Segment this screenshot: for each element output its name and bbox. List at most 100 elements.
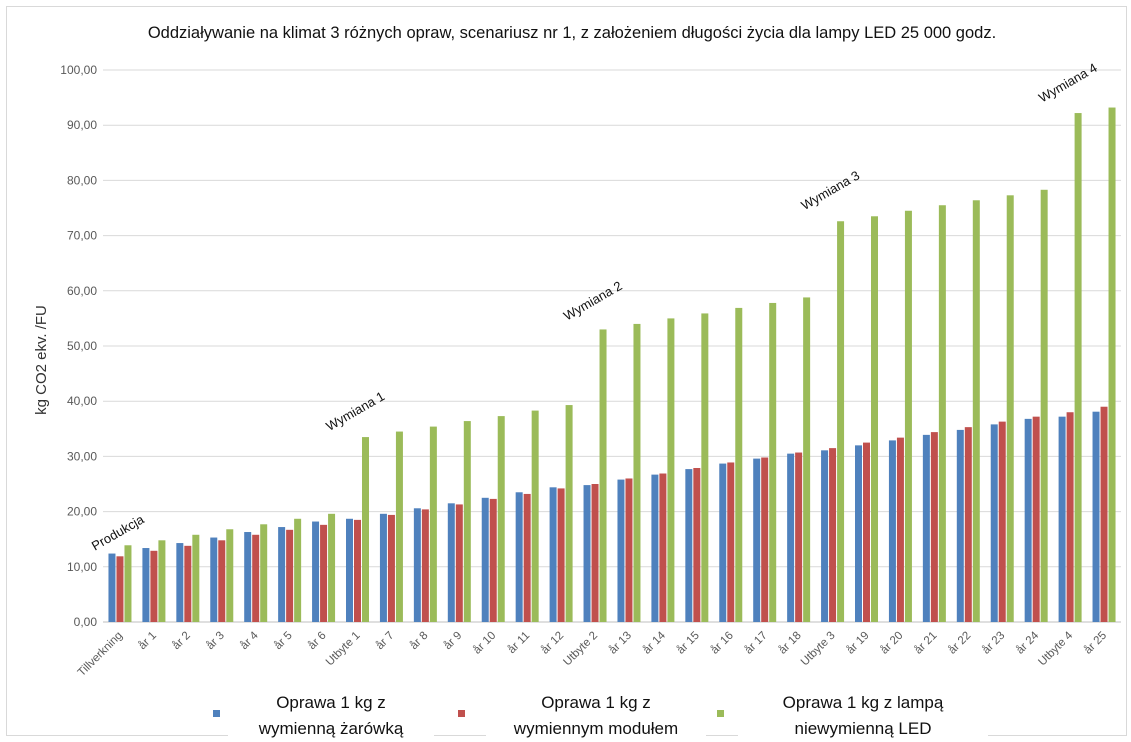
bar-series-1: [312, 521, 320, 622]
bar-series-2: [184, 545, 192, 622]
bar-series-2: [727, 462, 735, 622]
bar-series-2: [761, 457, 769, 622]
bar-series-2: [421, 509, 429, 622]
legend-label-1: Oprawa 1 kg z wymiennym modułem: [486, 690, 706, 742]
legend-label-2-line2: niewymienną LED: [794, 719, 932, 738]
bar-series-3: [192, 534, 200, 622]
x-tick-label: år 3: [204, 630, 227, 653]
bar-series-1: [413, 508, 421, 622]
bar-series-3: [701, 313, 709, 622]
bar-series-3: [362, 437, 369, 622]
bar-series-1: [583, 485, 591, 622]
bar-series-2: [286, 529, 294, 622]
gridlines: [103, 69, 1121, 623]
x-tick-label: Utbyte 4: [1036, 629, 1075, 668]
x-tick-label: år 8: [408, 630, 431, 653]
legend-marker-2: [458, 710, 465, 717]
bar-series-2: [523, 493, 531, 622]
bar-series-1: [278, 527, 286, 622]
bar-series-3: [1074, 113, 1082, 622]
bar-series-2: [320, 524, 328, 622]
bar-series-2: [896, 437, 904, 622]
bar-series-3: [429, 426, 437, 622]
y-tick-label: 80,00: [67, 173, 97, 187]
bar-series-2: [659, 473, 667, 622]
bar-series-1: [617, 479, 625, 622]
bar-series-1: [176, 543, 184, 622]
x-tick-label: år 21: [912, 630, 939, 657]
bar-series-1: [719, 463, 727, 622]
bar-series-1: [922, 434, 930, 622]
chart-title: Oddziaływanie na klimat 3 różnych opraw,…: [148, 24, 996, 42]
y-tick-label: 10,00: [67, 560, 97, 574]
bar-series-1: [685, 469, 693, 622]
x-tick-label: Utbyte 1: [324, 630, 363, 669]
x-tick-label: år 11: [506, 630, 532, 656]
y-tick-label: 50,00: [67, 339, 97, 353]
x-axis-ticks: Tillverkning år 1 år 2 år 3 år 4 år 5 år 6Utby…: [76, 629, 1109, 679]
bar-series-1: [1024, 418, 1032, 622]
bar-series-3: [938, 205, 946, 623]
bar-series-2: [354, 519, 361, 622]
x-tick-label: år 12: [539, 630, 566, 657]
bar-series-3: [769, 302, 777, 622]
legend-label-2-line1: Oprawa 1 kg z lampą: [782, 693, 944, 712]
x-tick-label: år 9: [442, 630, 465, 653]
bar-series-2: [693, 467, 701, 622]
x-tick-label: år 15: [675, 630, 702, 657]
bar-series-1: [888, 440, 896, 622]
x-tick-label: år 24: [1014, 629, 1041, 656]
bar-series-3: [497, 416, 505, 622]
bar-series-2: [489, 498, 497, 622]
x-tick-label: år 7: [374, 630, 397, 653]
bar-series-2: [1066, 412, 1074, 622]
bar-series-2: [1032, 416, 1040, 622]
bar-series-2: [795, 452, 803, 622]
annotation-label: Wymiana 2: [561, 278, 625, 323]
legend-marker-3: [717, 710, 724, 717]
bar-series-1: [447, 503, 455, 622]
x-tick-label: år 17: [743, 630, 770, 657]
bar-series-1: [244, 532, 252, 622]
bar-series-2: [863, 442, 870, 622]
x-tick-label: år 13: [607, 630, 634, 657]
x-tick-label: år 25: [1082, 630, 1109, 657]
bars: [108, 107, 1116, 623]
bar-series-1: [108, 553, 116, 622]
annotation-label: Produkcja: [89, 511, 147, 553]
bar-series-2: [455, 504, 463, 622]
bar-series-3: [803, 297, 811, 622]
bar-series-1: [1058, 416, 1066, 622]
bar-series-1: [346, 518, 353, 622]
legend-label-2: Oprawa 1 kg z lampą niewymienną LED: [738, 690, 988, 742]
bar-series-3: [158, 540, 166, 622]
annotation-label: Wymiana 4: [1036, 60, 1100, 105]
bar-series-3: [667, 318, 675, 622]
bar-series-3: [1108, 107, 1116, 622]
bar-series-3: [124, 545, 132, 622]
bar-series-3: [226, 529, 234, 622]
x-tick-label: år 22: [946, 630, 973, 657]
bar-series-2: [625, 478, 633, 622]
x-tick-label: år 2: [170, 630, 193, 653]
y-tick-label: 40,00: [67, 394, 97, 408]
y-tick-label: 60,00: [67, 284, 97, 298]
x-tick-label: Utbyte 3: [799, 630, 838, 669]
bar-series-1: [1092, 411, 1100, 622]
x-tick-label: Tillverkning: [76, 630, 125, 679]
bar-series-3: [294, 518, 302, 622]
bar-series-2: [591, 484, 599, 622]
legend-marker-1: [213, 710, 220, 717]
bar-series-2: [557, 488, 565, 622]
x-tick-label: år 1: [137, 630, 160, 653]
bar-series-2: [116, 556, 124, 622]
y-tick-label: 30,00: [67, 449, 97, 463]
y-axis-label: kg CO2 ekv. /FU: [33, 305, 50, 415]
legend-label-0-line2: wymienną żarówką: [258, 719, 404, 738]
bar-series-2: [150, 550, 158, 622]
x-tick-label: år 23: [980, 630, 1007, 657]
bar-series-1: [821, 450, 829, 622]
bar-series-1: [855, 445, 862, 622]
